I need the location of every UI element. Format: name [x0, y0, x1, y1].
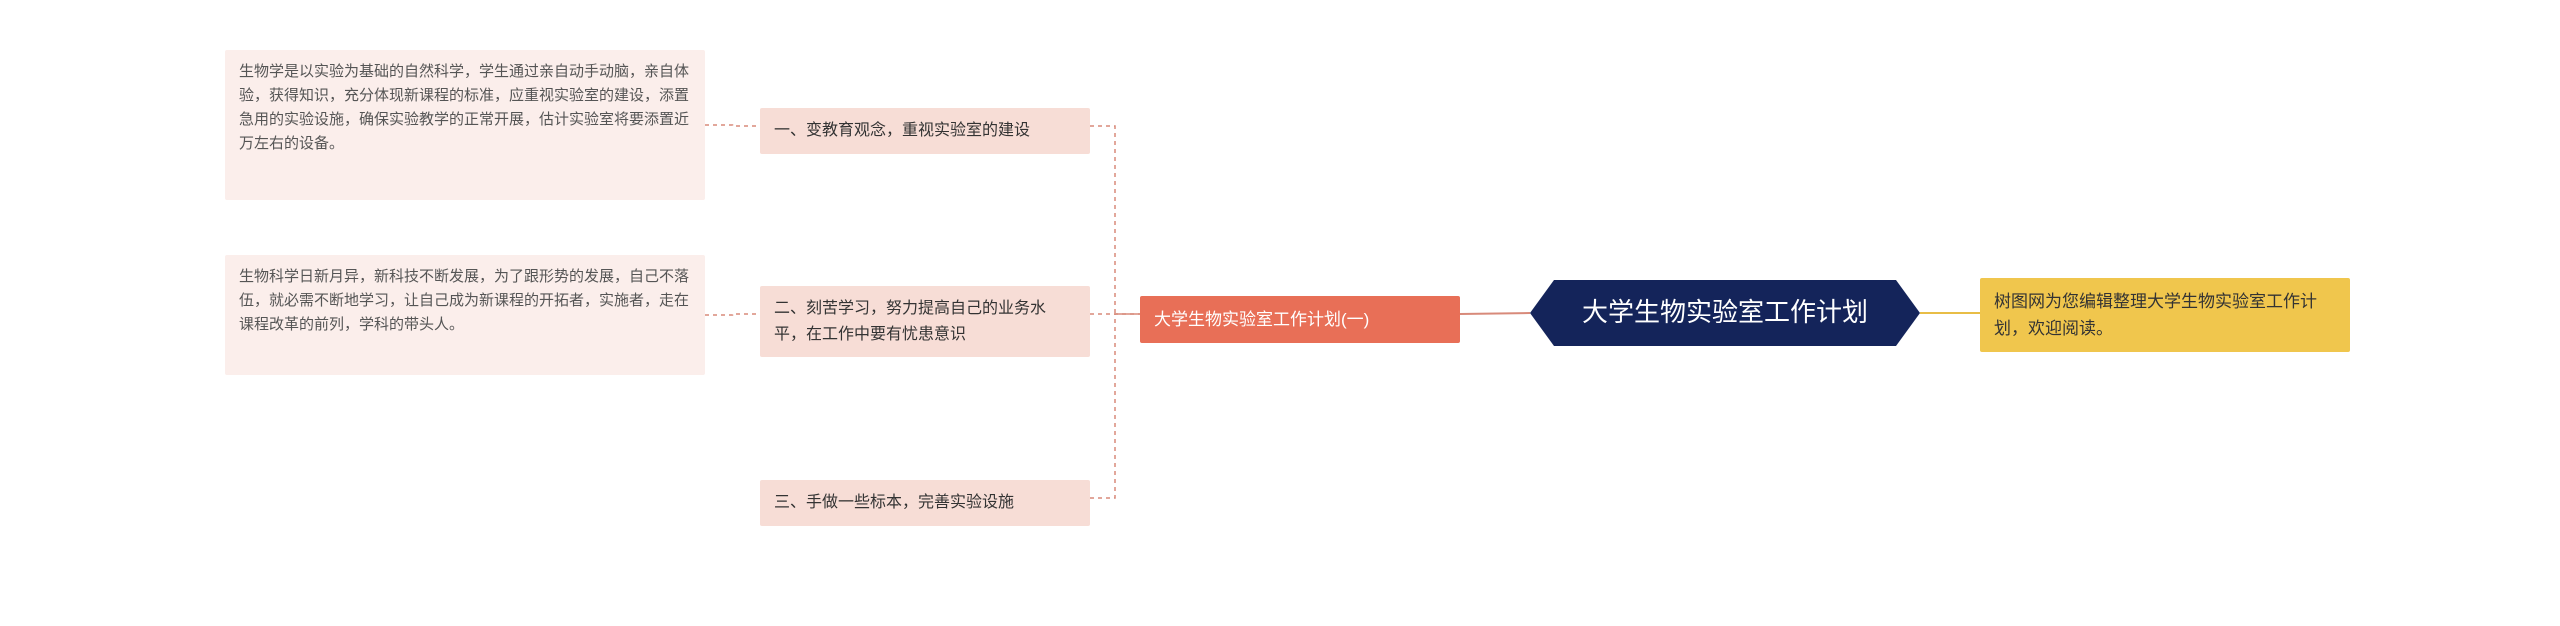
leaf-node-label: 生物学是以实验为基础的自然科学，学生通过亲自动手动脑，亲自体验，获得知识，充分体… — [239, 63, 689, 152]
sub-node-1: 一、变教育观念，重视实验室的建设 — [760, 108, 1090, 154]
sub-node-label: 三、手做一些标本，完善实验设施 — [774, 490, 1014, 516]
right-branch-node: 树图网为您编辑整理大学生物实验室工作计划，欢迎阅读。 — [1980, 278, 2350, 352]
leaf-node-2: 生物科学日新月异，新科技不断发展，为了跟形势的发展，自己不落伍，就必需不断地学习… — [225, 255, 705, 375]
leaf-node-label: 生物科学日新月异，新科技不断发展，为了跟形势的发展，自己不落伍，就必需不断地学习… — [239, 268, 689, 333]
left-section-node: 大学生物实验室工作计划(一) — [1140, 296, 1460, 343]
sub-node-2: 二、刻苦学习，努力提高自己的业务水平，在工作中要有忧患意识 — [760, 286, 1090, 357]
leaf-node-1: 生物学是以实验为基础的自然科学，学生通过亲自动手动脑，亲自体验，获得知识，充分体… — [225, 50, 705, 200]
left-section-label: 大学生物实验室工作计划(一) — [1154, 306, 1369, 333]
sub-node-3: 三、手做一些标本，完善实验设施 — [760, 480, 1090, 526]
sub-node-label: 一、变教育观念，重视实验室的建设 — [774, 118, 1030, 144]
right-branch-label: 树图网为您编辑整理大学生物实验室工作计划，欢迎阅读。 — [1994, 292, 2317, 338]
root-label: 大学生物实验室工作计划 — [1582, 292, 1868, 334]
sub-node-label: 二、刻苦学习，努力提高自己的业务水平，在工作中要有忧患意识 — [774, 296, 1076, 347]
root-node: 大学生物实验室工作计划 — [1530, 280, 1920, 346]
